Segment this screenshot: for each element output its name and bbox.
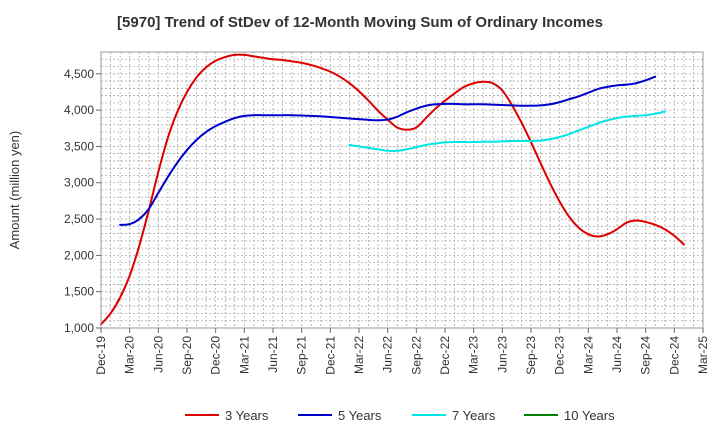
x-tick-label: Sep-22 [409,336,423,375]
x-tick-label: Mar-21 [237,336,251,374]
y-tick-label: 4,500 [64,67,94,81]
x-tick-label: Sep-20 [180,336,194,375]
y-tick-label: 1,500 [64,285,94,299]
y-tick-label: 2,500 [64,212,94,226]
x-tick-label: Dec-19 [94,336,108,375]
series-line-3-years [100,53,685,326]
x-tick-label: Dec-21 [323,336,337,375]
x-tick-label: Jun-23 [495,336,509,373]
x-tick-label: Jun-20 [151,336,165,373]
legend-label-3-years: 3 Years [225,408,269,423]
y-tick-labels: 1,000 1,500 2,000 2,500 3,000 3,500 4,000 4,500 [64,67,101,335]
legend-label-5-years: 5 Years [338,408,382,423]
y-tick-label: 4,000 [64,103,94,117]
series-layer [100,53,685,326]
x-tick-label: Mar-24 [581,336,595,374]
x-tick-label: Jun-24 [610,336,624,373]
x-tick-label: Mar-25 [696,336,710,374]
x-tick-label: Jun-21 [266,336,280,373]
x-tick-label: Mar-23 [467,336,481,374]
x-tick-label: Sep-24 [639,336,653,375]
x-tick-label: Jun-22 [381,336,395,373]
y-tick-label: 3,000 [64,176,94,190]
legend: 3 Years 5 Years 7 Years 10 Years [185,408,615,423]
legend-label-10-years: 10 Years [564,408,615,423]
y-tick-label: 2,000 [64,248,94,262]
y-tick-label: 1,000 [64,321,94,335]
x-tick-label: Mar-22 [352,336,366,374]
y-tick-label: 3,500 [64,139,94,153]
x-tick-label: Dec-22 [438,336,452,375]
legend-label-7-years: 7 Years [452,408,496,423]
y-axis-title: Amount (million yen) [7,131,22,250]
plot-frame [100,51,704,329]
series-line-7-years [348,110,666,152]
x-tick-label: Dec-20 [209,336,223,375]
chart-title: [5970] Trend of StDev of 12-Month Moving… [117,14,603,31]
x-tick-label: Dec-24 [667,336,681,375]
x-tick-label: Dec-23 [553,336,567,375]
grid-layer [101,52,703,328]
x-tick-label: Sep-23 [524,336,538,375]
x-tick-label: Mar-20 [123,336,137,374]
x-tick-label: Sep-21 [295,336,309,375]
series-line-5-years [119,75,657,226]
x-tick-labels: Dec-19 Mar-20 Jun-20 Sep-20 Dec-20 Mar-21 Jun-… [94,328,710,375]
